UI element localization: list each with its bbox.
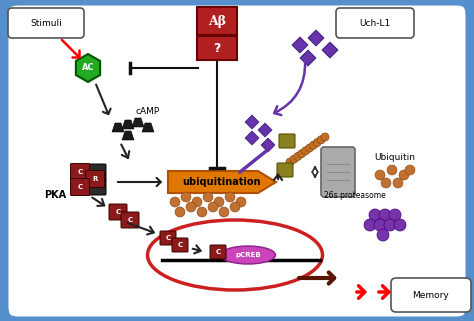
Ellipse shape xyxy=(220,246,275,264)
Circle shape xyxy=(369,209,381,221)
Circle shape xyxy=(321,133,329,141)
Circle shape xyxy=(203,192,213,202)
Circle shape xyxy=(405,165,415,175)
Polygon shape xyxy=(122,120,134,129)
Polygon shape xyxy=(112,123,124,132)
FancyBboxPatch shape xyxy=(279,134,295,148)
Circle shape xyxy=(399,170,409,180)
Circle shape xyxy=(290,155,298,163)
Text: Uch-L1: Uch-L1 xyxy=(359,19,391,28)
Circle shape xyxy=(374,219,386,231)
Polygon shape xyxy=(308,30,324,46)
Text: 26s proteasome: 26s proteasome xyxy=(324,192,386,201)
Circle shape xyxy=(377,229,389,241)
FancyBboxPatch shape xyxy=(88,164,106,180)
Circle shape xyxy=(208,202,218,212)
FancyBboxPatch shape xyxy=(109,204,127,220)
Circle shape xyxy=(192,197,202,207)
FancyBboxPatch shape xyxy=(197,7,237,35)
Circle shape xyxy=(230,202,240,212)
Circle shape xyxy=(310,141,317,149)
FancyBboxPatch shape xyxy=(71,178,90,195)
Circle shape xyxy=(389,209,401,221)
Circle shape xyxy=(379,209,391,221)
Circle shape xyxy=(186,202,196,212)
Circle shape xyxy=(175,207,185,217)
FancyBboxPatch shape xyxy=(321,147,355,197)
Circle shape xyxy=(313,139,321,147)
FancyBboxPatch shape xyxy=(210,245,226,259)
Circle shape xyxy=(317,136,325,144)
Polygon shape xyxy=(300,50,316,66)
Circle shape xyxy=(381,178,391,188)
Text: C: C xyxy=(177,242,182,248)
Circle shape xyxy=(219,207,229,217)
FancyArrow shape xyxy=(168,171,276,193)
Polygon shape xyxy=(261,138,275,152)
Text: C: C xyxy=(116,209,120,215)
Circle shape xyxy=(305,144,313,152)
Circle shape xyxy=(181,192,191,202)
FancyBboxPatch shape xyxy=(121,212,139,228)
Text: pCREB: pCREB xyxy=(235,252,261,258)
Text: C: C xyxy=(165,235,171,241)
FancyBboxPatch shape xyxy=(88,179,106,195)
Polygon shape xyxy=(292,37,308,53)
Text: R: R xyxy=(92,176,98,182)
Text: Ubiquitin: Ubiquitin xyxy=(374,153,416,162)
Circle shape xyxy=(364,219,376,231)
Polygon shape xyxy=(322,42,338,58)
Circle shape xyxy=(236,197,246,207)
Polygon shape xyxy=(122,131,134,140)
Circle shape xyxy=(225,192,235,202)
Circle shape xyxy=(286,158,294,166)
Circle shape xyxy=(301,147,310,155)
FancyBboxPatch shape xyxy=(71,163,90,180)
Text: C: C xyxy=(128,217,133,223)
Polygon shape xyxy=(132,118,144,127)
Circle shape xyxy=(214,197,224,207)
Circle shape xyxy=(393,178,403,188)
FancyBboxPatch shape xyxy=(391,278,471,312)
Circle shape xyxy=(170,197,180,207)
FancyBboxPatch shape xyxy=(8,8,84,38)
Circle shape xyxy=(294,152,302,160)
Polygon shape xyxy=(245,115,259,129)
Polygon shape xyxy=(76,54,100,82)
Text: C: C xyxy=(77,184,82,190)
Polygon shape xyxy=(258,123,272,137)
FancyBboxPatch shape xyxy=(172,238,188,252)
Circle shape xyxy=(375,170,385,180)
FancyBboxPatch shape xyxy=(160,231,176,245)
FancyBboxPatch shape xyxy=(336,8,414,38)
Circle shape xyxy=(197,207,207,217)
Text: ubiquitination: ubiquitination xyxy=(183,177,261,187)
Text: Stimuli: Stimuli xyxy=(30,19,62,28)
Text: PKA: PKA xyxy=(44,190,66,200)
Text: Aβ: Aβ xyxy=(208,14,226,28)
FancyBboxPatch shape xyxy=(85,170,104,187)
Text: C: C xyxy=(77,169,82,175)
Text: cAMP: cAMP xyxy=(136,108,160,117)
Circle shape xyxy=(384,219,396,231)
Text: AC: AC xyxy=(82,64,94,73)
Circle shape xyxy=(298,150,306,158)
Text: Memory: Memory xyxy=(413,291,449,299)
Polygon shape xyxy=(142,123,154,132)
Text: ?: ? xyxy=(213,41,221,55)
Circle shape xyxy=(387,165,397,175)
Polygon shape xyxy=(245,131,259,145)
Circle shape xyxy=(394,219,406,231)
FancyBboxPatch shape xyxy=(277,163,293,177)
FancyBboxPatch shape xyxy=(197,36,237,60)
Text: C: C xyxy=(216,249,220,255)
